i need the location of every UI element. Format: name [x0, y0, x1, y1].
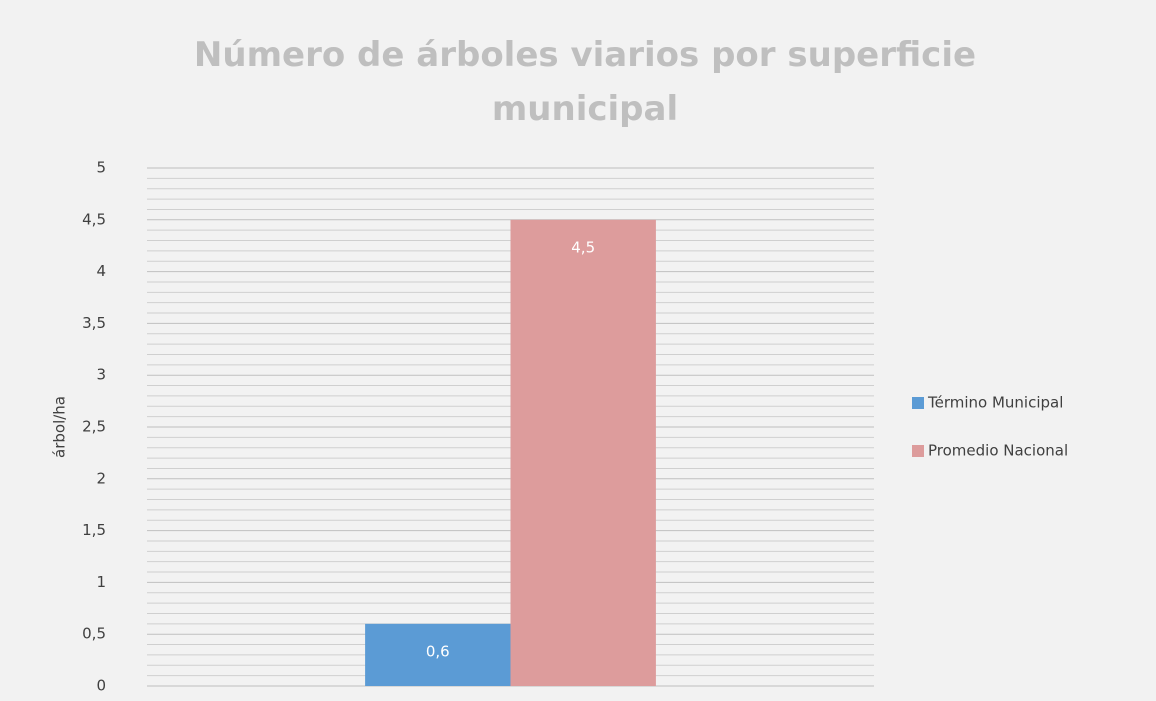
value-label: 4,5 [571, 238, 595, 256]
chart-title: Número de árboles viarios por superficie… [194, 35, 976, 129]
y-tick-label: 5 [96, 159, 106, 177]
y-tick-label: 2 [96, 469, 106, 487]
title-line: Número de árboles viarios por superficie [194, 35, 976, 75]
legend-swatch [912, 445, 924, 457]
y-axis-label: árbol/ha [51, 396, 69, 458]
y-tick-label: 4,5 [82, 210, 106, 228]
y-tick-label: 1 [96, 573, 106, 591]
legend-swatch [912, 397, 924, 409]
bar [365, 623, 511, 686]
y-tick-label: 4 [96, 262, 106, 280]
title-line: municipal [492, 89, 678, 129]
y-tick-label: 3,5 [82, 314, 106, 332]
y-tick-label: 0,5 [82, 625, 106, 643]
value-label: 0,6 [426, 642, 450, 660]
y-tick-label: 3 [96, 366, 106, 384]
legend-label: Término Municipal [927, 394, 1063, 412]
bar [510, 219, 656, 687]
y-tick-label: 2,5 [82, 418, 106, 436]
y-tick-label: 1,5 [82, 521, 106, 539]
y-tick-label: 0 [96, 677, 106, 695]
legend-label: Promedio Nacional [928, 442, 1068, 460]
